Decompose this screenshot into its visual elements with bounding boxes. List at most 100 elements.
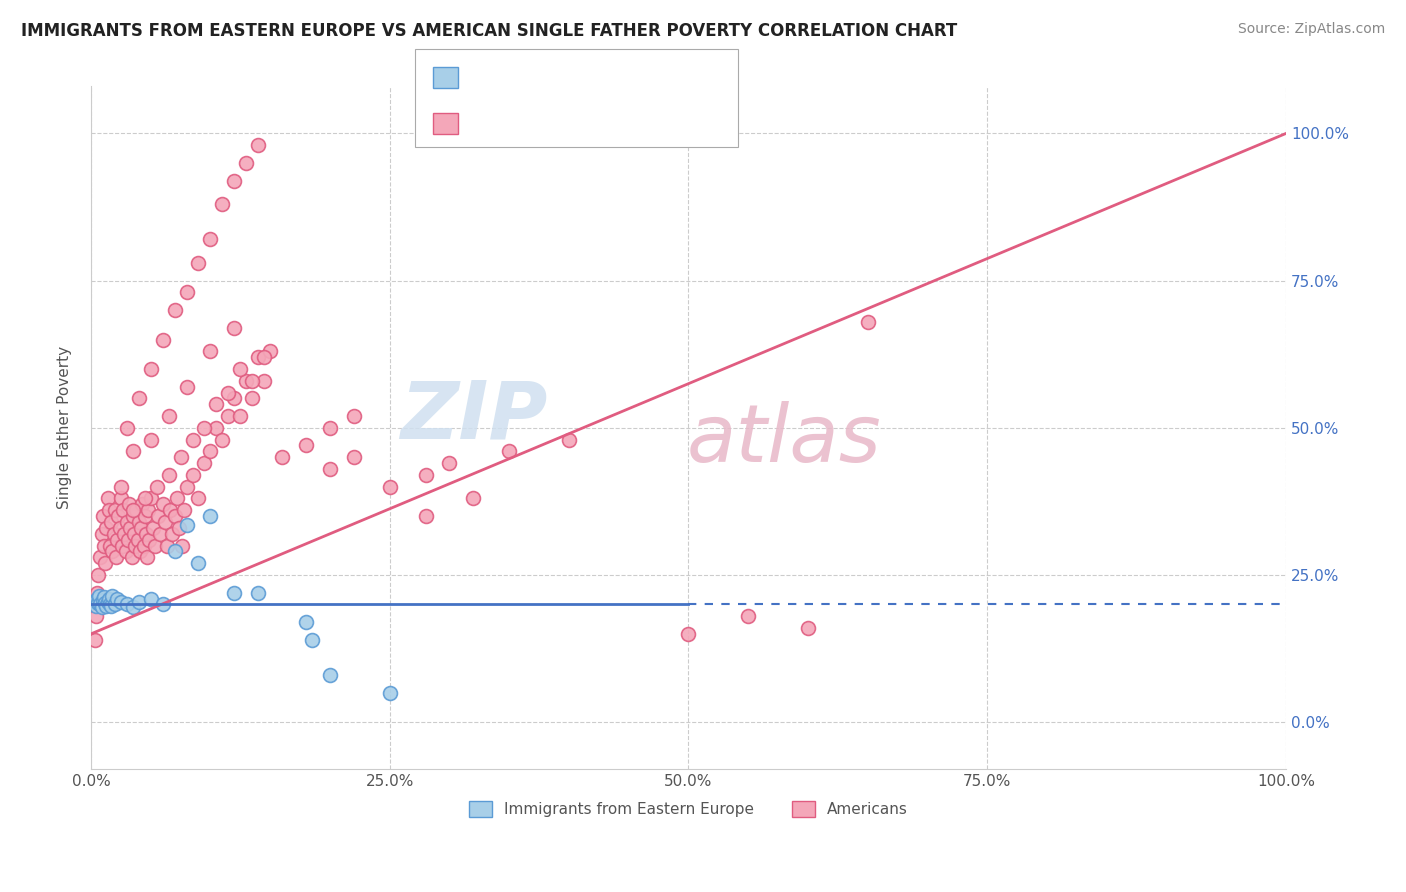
Text: 34: 34 <box>605 71 626 87</box>
Point <box>235 374 257 388</box>
Point <box>176 480 198 494</box>
Point <box>205 397 228 411</box>
Point <box>110 480 132 494</box>
Point <box>100 599 122 613</box>
Point <box>235 156 257 170</box>
Point <box>110 491 132 506</box>
Point <box>558 433 581 447</box>
Point <box>463 491 485 506</box>
Point <box>240 392 263 406</box>
Point <box>96 599 118 614</box>
Point <box>118 497 141 511</box>
Point <box>98 598 121 612</box>
Point <box>93 591 115 605</box>
Point <box>112 503 135 517</box>
Point <box>104 598 127 612</box>
Text: 0.699: 0.699 <box>506 114 560 129</box>
Text: ZIP: ZIP <box>399 377 547 455</box>
Point <box>176 518 198 533</box>
Point <box>93 539 115 553</box>
Point <box>200 232 222 246</box>
Point <box>105 533 128 547</box>
Point <box>152 497 174 511</box>
Point <box>229 409 252 423</box>
Point <box>145 539 167 553</box>
Point <box>498 444 520 458</box>
Point <box>131 497 153 511</box>
Point <box>97 594 120 608</box>
Point <box>127 533 149 547</box>
Point <box>149 526 172 541</box>
Point <box>200 444 222 458</box>
Point <box>173 503 195 517</box>
Point <box>89 598 111 612</box>
Point <box>112 526 135 541</box>
Point <box>319 421 342 435</box>
Point <box>160 526 183 541</box>
Point <box>163 544 186 558</box>
Point <box>156 539 179 553</box>
Point <box>146 509 169 524</box>
Point <box>134 491 156 506</box>
Point <box>136 503 159 517</box>
Point <box>378 480 401 494</box>
Point <box>211 197 233 211</box>
Point <box>101 589 124 603</box>
Point <box>224 585 246 599</box>
Point <box>120 521 142 535</box>
Point <box>142 521 165 535</box>
Point <box>797 621 820 635</box>
Point <box>136 550 159 565</box>
Point <box>187 491 209 506</box>
Point <box>187 256 209 270</box>
Point <box>139 362 162 376</box>
Point <box>193 421 215 435</box>
Point <box>157 467 180 482</box>
Text: R =: R = <box>467 114 501 129</box>
Point <box>124 539 146 553</box>
Point <box>415 509 437 524</box>
Point <box>115 421 138 435</box>
Legend: Immigrants from Eastern Europe, Americans: Immigrants from Eastern Europe, American… <box>463 795 914 823</box>
Point <box>159 503 181 517</box>
Point <box>115 598 138 612</box>
Text: 129: 129 <box>605 114 637 129</box>
Point <box>253 374 276 388</box>
Point <box>271 450 294 465</box>
Point <box>205 421 228 435</box>
Point <box>139 491 162 506</box>
Point <box>94 596 117 610</box>
Point <box>153 515 176 529</box>
Point <box>439 456 461 470</box>
Point <box>121 444 143 458</box>
Point <box>211 433 233 447</box>
Point <box>856 315 879 329</box>
Point <box>128 515 150 529</box>
Point <box>343 450 366 465</box>
Point <box>217 409 239 423</box>
Point <box>166 491 188 506</box>
Point <box>134 509 156 524</box>
Point <box>129 544 152 558</box>
Point <box>121 509 143 524</box>
Point <box>135 526 157 541</box>
Point <box>84 599 107 613</box>
Text: atlas: atlas <box>686 401 882 479</box>
Point <box>103 526 125 541</box>
Point <box>89 598 111 612</box>
Point <box>139 591 162 606</box>
Point <box>105 591 128 606</box>
Point <box>187 556 209 570</box>
Point <box>97 491 120 506</box>
Point <box>163 509 186 524</box>
Point <box>139 433 162 447</box>
Point <box>415 467 437 482</box>
Point <box>145 480 167 494</box>
Point <box>224 392 246 406</box>
Point <box>90 526 112 541</box>
Point <box>169 521 191 535</box>
Point <box>200 344 222 359</box>
Point <box>152 333 174 347</box>
Point <box>105 550 128 565</box>
Point <box>91 592 114 607</box>
